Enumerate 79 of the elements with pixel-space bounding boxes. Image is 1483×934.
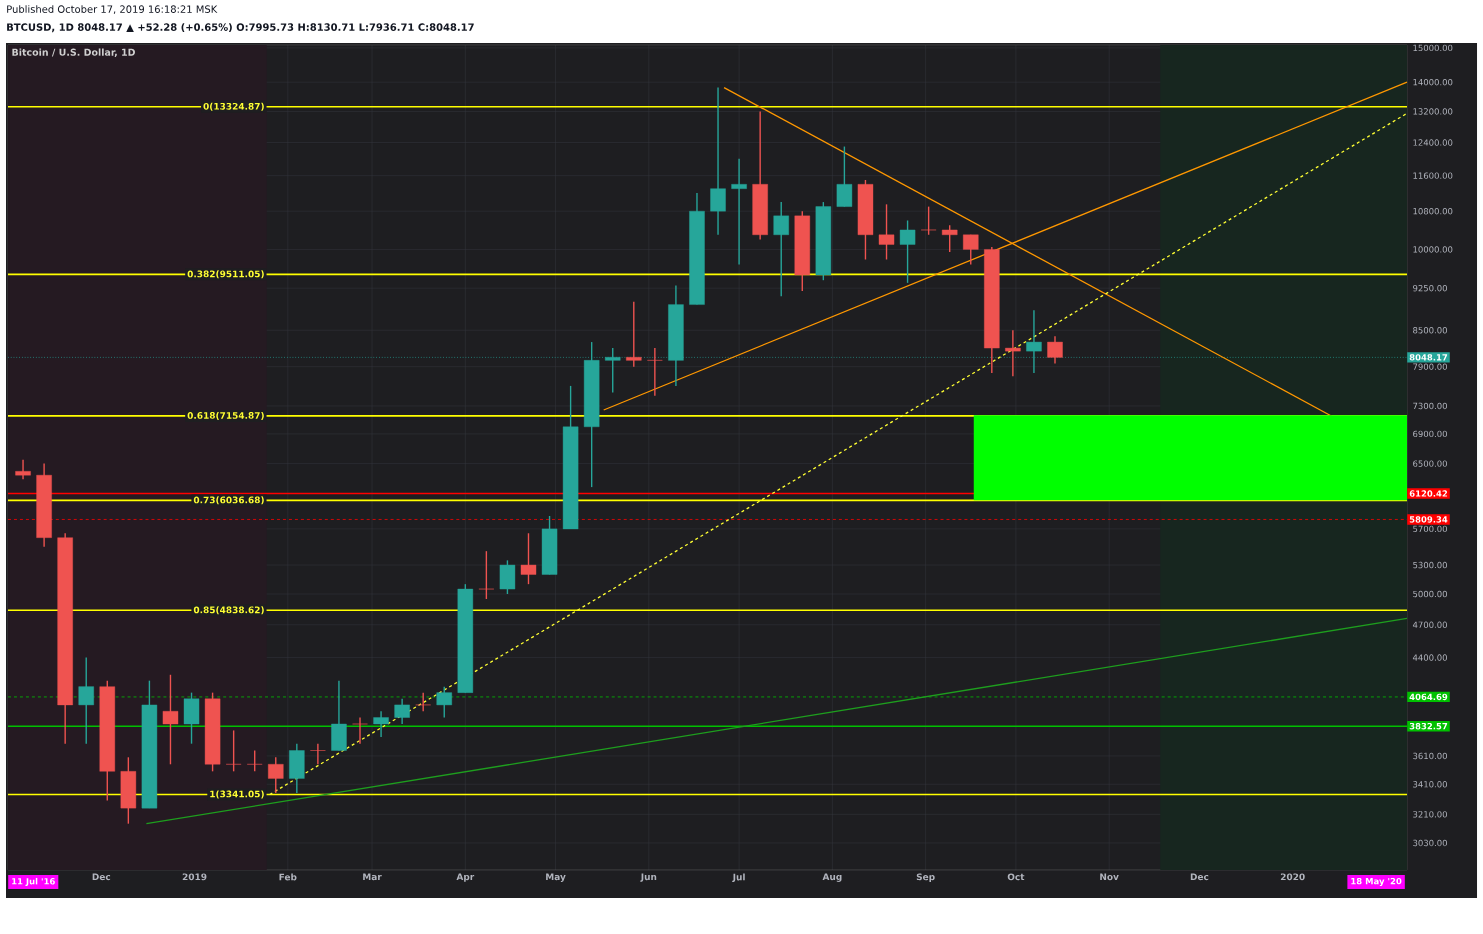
candlestick	[162, 674, 179, 765]
x-tick-label: May	[546, 873, 566, 882]
candlestick	[1005, 329, 1021, 377]
candlestick	[478, 550, 495, 600]
y-tick-label: 3410.00	[1413, 781, 1447, 788]
candlestick	[373, 710, 389, 738]
y-tick-label: 10800.00	[1413, 207, 1453, 215]
y-tick-label: 5300.00	[1413, 561, 1447, 569]
candlestick	[899, 219, 916, 284]
candlestick	[310, 742, 326, 765]
candlestick	[647, 347, 663, 397]
candlestick	[78, 656, 94, 745]
text: BTCUSD, 1D 8048.17 ▲ +52.28 (+0.65%) O:7995.73 H:8130.71 L:7936.71 C:8048.17	[7, 23, 474, 33]
ref-line-label: 5809.34	[1409, 516, 1448, 523]
y-tick-label: 3210.00	[1413, 811, 1447, 818]
y-tick-label: 14000.00	[1413, 79, 1453, 86]
candlestick	[878, 203, 895, 261]
y-tick-label: 7300.00	[1413, 402, 1447, 410]
y-tick-label: 5000.00	[1413, 590, 1447, 598]
x-tick-label: Oct	[1007, 873, 1025, 881]
text: 11 Jul '16	[12, 877, 55, 887]
annotation: 1(3341.05)	[210, 790, 264, 799]
x-tick-label: Nov	[1100, 873, 1119, 881]
y-tick-label: 8500.00	[1413, 327, 1447, 334]
candlestick	[963, 234, 979, 266]
annotation: 0.382(9511.05)	[187, 270, 264, 279]
x-tick-label: Jul	[732, 873, 745, 883]
candlestick	[710, 86, 726, 236]
candlestick	[836, 145, 853, 208]
chart-title: Bitcoin / U.S. Dollar, 1D	[12, 48, 135, 57]
y-tick-label: 13200.00	[1413, 108, 1453, 115]
candlestick	[1047, 335, 1063, 365]
candlestick	[941, 224, 958, 253]
candlestick	[352, 716, 368, 745]
candlestick	[731, 158, 747, 266]
y-tick-label: 3610.00	[1413, 752, 1447, 760]
y-tick-label: 3030.00	[1413, 839, 1447, 847]
ref-line-label: 6120.42	[1409, 490, 1448, 497]
x-tick-label: Mar	[363, 873, 382, 881]
candlestick	[15, 459, 31, 480]
ref-line-label: 4064.69	[1409, 693, 1448, 701]
y-tick-label: 10000.00	[1413, 246, 1453, 253]
y-tick-label: 12400.00	[1413, 139, 1453, 146]
x-tick-label: 2019	[182, 873, 207, 881]
candlestick	[773, 201, 789, 298]
x-tick-label: Dec	[92, 873, 111, 881]
candlestick	[436, 685, 452, 719]
y-tick-label: 6500.00	[1413, 460, 1447, 467]
y-tick-label: 5700.00	[1413, 525, 1447, 533]
candlestick	[920, 205, 937, 236]
x-tick-label: Apr	[456, 873, 475, 882]
candlestick	[520, 532, 537, 585]
candlestick	[394, 698, 410, 725]
candlestick	[268, 756, 284, 794]
annotation: 0(13324.87)	[203, 102, 264, 111]
y-tick-label: 4700.00	[1412, 621, 1447, 628]
y-tick-label: 9250.00	[1413, 284, 1447, 292]
y-tick-label: 4400.00	[1412, 654, 1447, 661]
ref-line-label: 8048.17	[1409, 354, 1448, 361]
y-tick-label: 6900.00	[1413, 430, 1447, 438]
y-tick-label: 7900.00	[1413, 363, 1447, 370]
y-tick-label: 11600.00	[1413, 172, 1453, 179]
annotation: 0.85(4838.62)	[193, 606, 264, 615]
x-tick-label: Jun	[640, 873, 657, 882]
ref-line-label: 3832.57	[1409, 722, 1448, 730]
text: Published October 17, 2019 16:18:21 MSK	[7, 5, 218, 14]
candlestick	[225, 729, 242, 773]
x-tick-label: Sep	[916, 873, 935, 882]
x-tick-label: Dec	[1190, 873, 1209, 881]
candlestick	[626, 301, 642, 368]
x-tick-label: 2020	[1280, 873, 1305, 881]
annotation: 0.73(6036.68)	[193, 496, 264, 505]
candlestick	[246, 749, 263, 773]
x-tick-label: Feb	[279, 873, 297, 881]
y-tick-label: 15000.00	[1413, 44, 1453, 52]
x-tick-label: Aug	[822, 873, 842, 882]
text: 18 May '20	[1351, 877, 1402, 887]
annotation: 0.618(7154.87)	[187, 411, 264, 420]
candlestick	[415, 691, 431, 712]
